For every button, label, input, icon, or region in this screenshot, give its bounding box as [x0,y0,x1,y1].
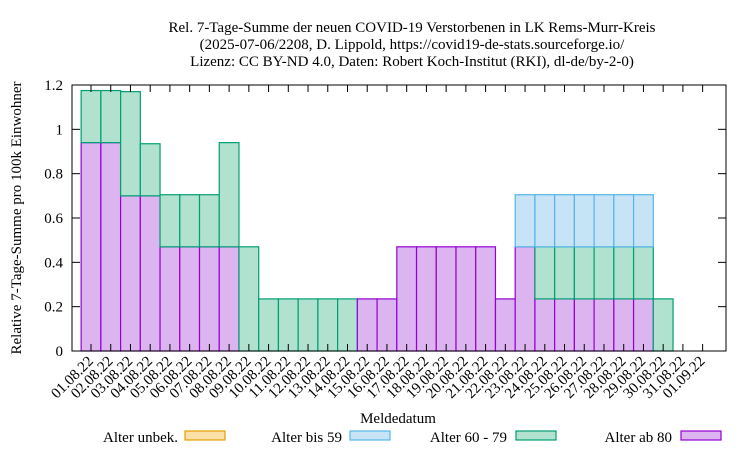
bar-segment [139,195,161,352]
bar-segment [593,246,615,300]
bar-segment [534,246,556,300]
bar-segment [297,298,319,352]
bar-segment [455,246,477,352]
legend-swatch [515,430,557,441]
bar-segment [632,246,654,300]
bar-segment [475,246,497,352]
bar-segment [534,194,556,248]
legend-label: Alter bis 59 [271,430,342,446]
bar-segment [632,298,654,352]
y-axis-ticks: 0 0.2 0.4 0.6 0.8 1 1.2 [44,78,726,360]
x-axis-label: Meldedatum [360,411,436,427]
bars [80,89,674,352]
bar-segment [593,298,615,352]
bar-segment [613,298,635,352]
y-tick-label: 0 [56,344,64,360]
bar-segment [514,246,536,352]
bar-segment [258,298,280,352]
bar-segment [80,142,102,352]
bar-segment [100,89,122,144]
bar-segment [554,246,575,300]
bar-segment [573,194,595,248]
title-line-1: Rel. 7-Tage-Summe der neuen COVID-19 Ver… [168,20,655,36]
bar-segment [218,142,240,248]
bar-segment [514,194,536,248]
y-tick-label: 0.8 [44,167,63,183]
bar-segment [573,246,595,300]
bar-segment [534,298,556,352]
legend-label: Alter unbek. [103,430,178,446]
y-tick-label: 1.2 [44,78,63,94]
bar-segment [119,91,141,197]
title-line-3: Lizenz: CC BY-ND 4.0, Daten: Robert Koch… [190,54,634,70]
bar-segment [100,142,122,352]
y-axis-label: Relative 7-Tage-Summe pro 100k Einwohner [9,81,25,354]
title-line-2: (2025-07-06/2208, D. Lippold, https://co… [200,37,625,53]
legend-label: Alter ab 80 [605,430,672,446]
bar-segment [179,194,201,248]
bar-segment [593,194,615,248]
chart-title: Rel. 7-Tage-Summe der neuen COVID-19 Ver… [168,20,655,70]
legend-swatch [680,430,722,441]
bar-segment [218,246,240,352]
bar-segment [632,194,654,248]
y-tick-label: 1 [56,122,64,138]
bar-segment [613,194,635,248]
legend-label: Alter 60 - 79 [430,430,507,446]
bar-segment [179,246,201,352]
bar-segment [159,194,181,248]
bar-segment [119,195,141,352]
bar-segment [554,194,575,248]
legend-swatch [349,430,391,441]
y-tick-label: 0.4 [44,255,63,271]
bar-segment [198,246,220,352]
bar-segment [376,298,398,352]
bar-segment [613,246,635,300]
bar-segment [337,298,358,352]
bar-segment [238,246,260,352]
legend-swatch [184,430,226,441]
legend: Alter unbek. Alter bis 59 Alter 60 - 79 Alt… [103,430,722,446]
bar-segment [139,143,161,197]
bar-segment [415,246,437,352]
bar-segment [396,246,418,352]
bar-segment [435,246,457,352]
bar-segment [494,298,516,352]
bar-segment [159,246,181,352]
bar-segment [356,298,378,352]
bar-segment [198,194,220,248]
bar-segment [573,298,595,352]
bar-segment [652,298,674,352]
bar-segment [554,298,575,352]
plot-frame [71,84,727,352]
y-tick-label: 0.2 [44,300,63,316]
y-tick-label: 0.6 [44,211,63,227]
bar-segment [80,89,102,144]
bar-segment [317,298,339,352]
bar-segment [277,298,299,352]
